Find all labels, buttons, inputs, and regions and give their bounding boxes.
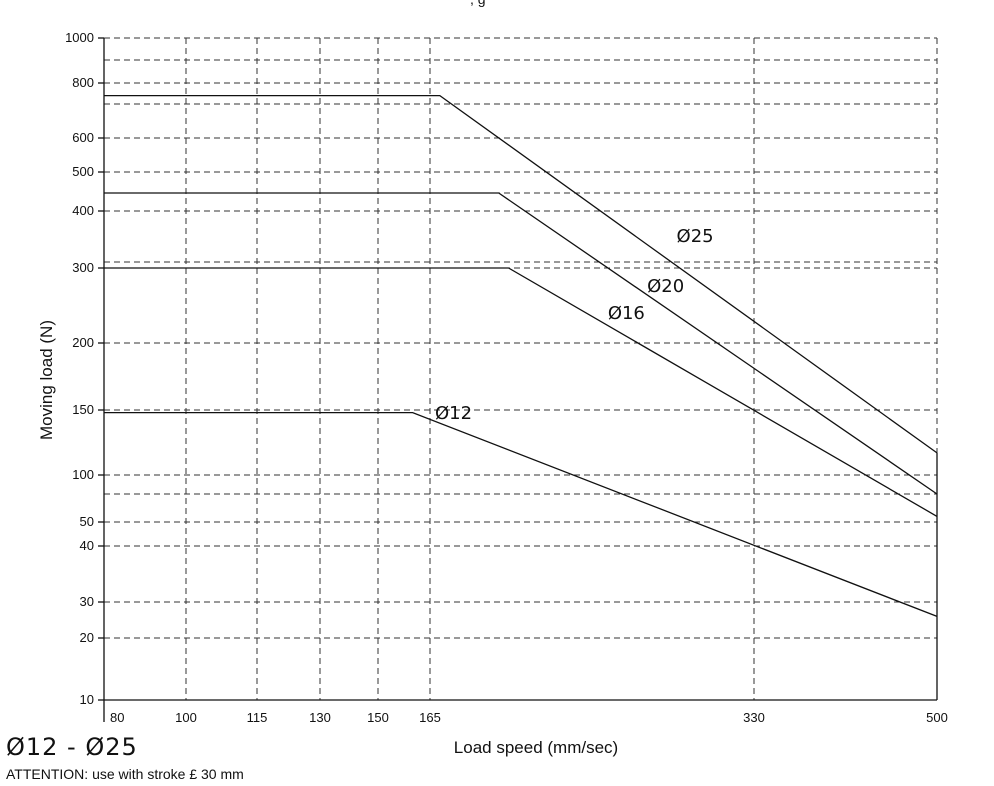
x-axis-title: Load speed (mm/sec) <box>454 738 618 757</box>
y-tick-label: 400 <box>72 203 94 218</box>
tick-labels: 10 20 30 40 50 100 150 200 300 400 500 600 800 1000 80… <box>65 30 948 725</box>
series-line-Ø12 <box>104 411 938 618</box>
x-tick-label: 100 <box>175 710 197 725</box>
diameter-range-caption: Ø12 - Ø25 <box>6 733 138 761</box>
series-label: Ø16 <box>608 303 645 324</box>
x-tick-label: 80 <box>110 710 124 725</box>
x-tick-label: 165 <box>419 710 441 725</box>
top-fragment-label: , g <box>470 0 486 7</box>
y-tick-label: 40 <box>80 538 94 553</box>
series-label: Ø25 <box>677 226 714 247</box>
series-line-Ø16 <box>104 267 938 517</box>
y-tick-label: 10 <box>80 692 94 707</box>
y-tick-label: 800 <box>72 75 94 90</box>
x-tick-label: 115 <box>247 710 268 725</box>
y-tick-label: 50 <box>80 514 94 529</box>
series-line-Ø20 <box>104 192 938 495</box>
series-lines <box>104 94 938 618</box>
y-tick-label: 30 <box>80 594 94 609</box>
x-tick-label: 130 <box>309 710 331 725</box>
series-label: Ø20 <box>647 276 684 297</box>
y-tick-label: 20 <box>80 630 94 645</box>
x-tick-label: 150 <box>367 710 389 725</box>
y-tick-label: 1000 <box>65 30 94 45</box>
grid <box>104 37 938 700</box>
attention-note: ATTENTION: use with stroke £ 30 mm <box>6 766 244 782</box>
y-tick-label: 150 <box>72 402 94 417</box>
series-label: Ø12 <box>435 403 472 424</box>
series-line-Ø25 <box>104 94 938 454</box>
x-tick-label: 330 <box>743 710 765 725</box>
y-tick-label: 200 <box>72 335 94 350</box>
y-tick-label: 300 <box>72 260 94 275</box>
y-tick-label: 500 <box>72 164 94 179</box>
y-axis-title: Moving load (N) <box>37 320 56 440</box>
axes <box>98 37 938 722</box>
x-tick-label: 500 <box>926 710 948 725</box>
y-tick-label: 600 <box>72 130 94 145</box>
y-tick-label: 100 <box>72 467 94 482</box>
